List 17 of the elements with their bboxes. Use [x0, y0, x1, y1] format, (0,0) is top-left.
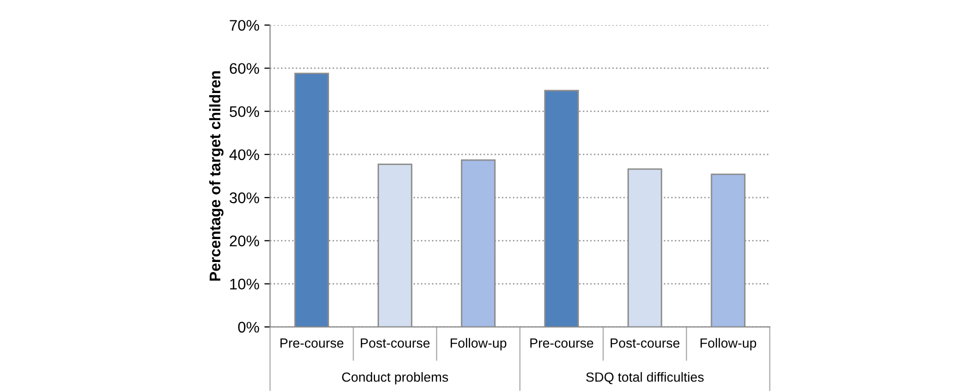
y-tick-label: 40%: [229, 149, 260, 160]
text: SDQ total difficulties: [586, 372, 704, 384]
x-tick-label: Follow-up: [450, 338, 506, 350]
text: Conduct problems: [342, 372, 448, 384]
y-tick-label: 50%: [230, 106, 260, 118]
y-tick-label: 0%: [238, 322, 260, 333]
y-axis-title: Percentage of target children: [209, 71, 224, 281]
y-tick-label: 10%: [230, 278, 260, 290]
y-tick-label: 30%: [230, 192, 260, 204]
x-tick-label: Follow-up: [700, 338, 756, 350]
x-tick-label: Post-course: [360, 338, 430, 348]
y-tick-label: 60%: [230, 63, 260, 74]
x-tick-label: Pre-course: [530, 338, 594, 348]
y-tick-label: 20%: [230, 236, 260, 246]
y-tick-label: 70%: [230, 20, 260, 31]
x-tick-label: Post-course: [610, 338, 680, 348]
x-tick-label: Pre-course: [280, 338, 344, 348]
